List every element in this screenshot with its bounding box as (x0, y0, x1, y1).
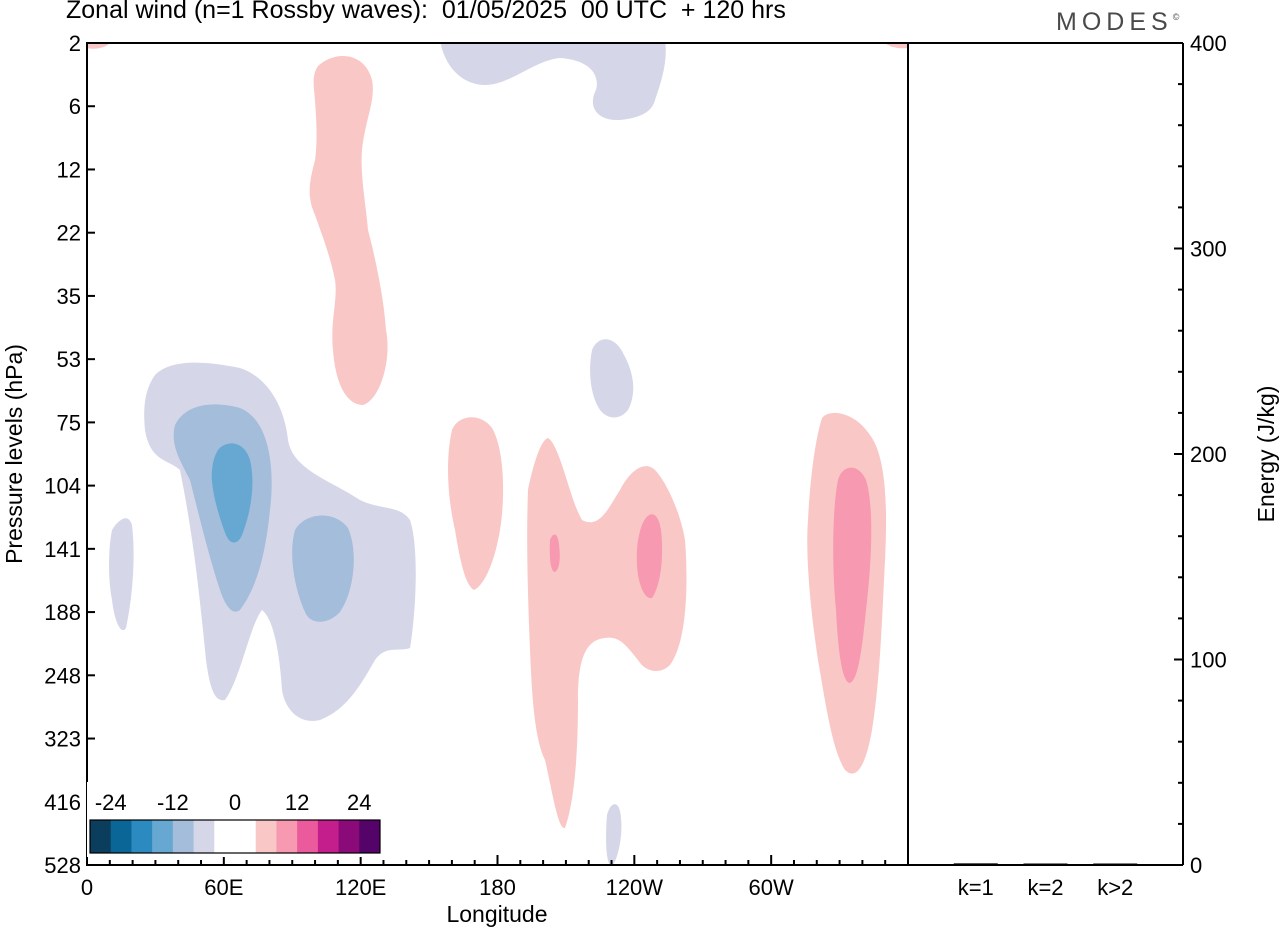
energy-bar-label: k>2 (1097, 875, 1133, 900)
x-tick-label: 60E (204, 875, 243, 900)
y-axis-ticks: 2 6 12 22 35 53 75 104 141 188 248 323 416 528 (44, 31, 95, 878)
colorbar-border (89, 819, 381, 854)
colorbar-swatch (255, 820, 277, 853)
contour-positive-corner-left (87, 43, 110, 49)
energy-tick-label: 0 (1190, 853, 1202, 878)
colorbar-swatch (317, 820, 339, 853)
x-tick-label: 120W (606, 875, 664, 900)
x-tick-label: 60W (749, 875, 794, 900)
colorbar-label: 0 (229, 790, 241, 815)
colorbar-swatch (90, 820, 112, 853)
y-tick-label: 35 (57, 284, 81, 309)
energy-tick-label: 300 (1190, 237, 1227, 262)
y-tick-label: 22 (57, 221, 81, 246)
y-tick-label: 528 (44, 853, 81, 878)
colorbar-swatch (276, 820, 298, 853)
contour-negative-top (440, 43, 666, 121)
contour-field (87, 43, 908, 865)
contour-positive-corner-right (885, 43, 908, 49)
y-tick-label: 53 (57, 347, 81, 372)
energy-bars: k=1 k=2 k>2 (953, 863, 1138, 900)
colorbar-swatch (214, 820, 236, 853)
brand-name: MODES (1056, 8, 1173, 36)
y-tick-label: 75 (57, 410, 81, 435)
energy-axis-ticks: 0 100 200 300 400 (1174, 31, 1227, 878)
colorbar-label: 12 (285, 790, 309, 815)
colorbar-label: -24 (95, 790, 127, 815)
energy-tick-label: 400 (1190, 31, 1227, 56)
brand-mark: © (1172, 12, 1180, 22)
colorbar-swatch (131, 820, 153, 853)
energy-bar (1093, 863, 1138, 865)
energy-bar-label: k=1 (958, 875, 994, 900)
energy-tick-label: 100 (1190, 648, 1227, 673)
colorbar-swatch (235, 820, 257, 853)
energy-bar (1023, 863, 1068, 865)
colorbar-swatch (152, 820, 174, 853)
y-axis-title: Pressure levels (hPa) (1, 344, 27, 564)
y-tick-label: 104 (44, 474, 81, 499)
contour-negative-7 (606, 804, 622, 865)
energy-bar (953, 863, 998, 865)
contour-positive-1 (309, 55, 388, 406)
x-tick-label: 0 (81, 875, 93, 900)
colorbar-legend: -24 -12 0 12 24 (87, 782, 383, 857)
contour-positive-7 (833, 467, 872, 683)
contour-negative-6 (590, 339, 634, 418)
colorbar-swatch (110, 820, 132, 853)
y-tick-label: 6 (69, 94, 81, 119)
brand-logo: MODES© (1056, 8, 1179, 37)
contour-negative-2 (109, 518, 134, 631)
contour-positive-3 (527, 438, 687, 829)
colorbar-label: -12 (157, 790, 189, 815)
page-title: Zonal wind (n=1 Rossby waves): 01/05/202… (66, 0, 786, 24)
x-tick-label: 120E (335, 875, 386, 900)
colorbar-swatch (297, 820, 319, 853)
y-tick-label: 323 (44, 727, 81, 752)
y-tick-label: 141 (44, 537, 81, 562)
contour-negative-4 (292, 515, 354, 622)
contour-positive-2 (448, 417, 504, 590)
contour-positive-5 (636, 514, 663, 599)
contour-positive-4 (549, 534, 560, 572)
colorbar-label: 24 (347, 790, 371, 815)
contour-negative-5 (211, 443, 253, 543)
colorbar-swatch (193, 820, 215, 853)
x-axis-ticks: 0 60E 120E 180 120W 60W (81, 855, 887, 900)
y-tick-label: 12 (57, 157, 81, 182)
colorbar-swatch (359, 820, 381, 853)
y-tick-label: 248 (44, 663, 81, 688)
y-tick-label: 2 (69, 31, 81, 56)
x-tick-label: 180 (479, 875, 516, 900)
energy-axis-title: Energy (J/kg) (1253, 386, 1279, 523)
x-axis-title: Longitude (446, 901, 547, 927)
y-tick-label: 188 (44, 600, 81, 625)
colorbar-swatch (338, 820, 360, 853)
y-tick-label: 416 (44, 790, 81, 815)
energy-bar-label: k=2 (1027, 875, 1063, 900)
energy-tick-label: 200 (1190, 442, 1227, 467)
colorbar-swatch (172, 820, 194, 853)
